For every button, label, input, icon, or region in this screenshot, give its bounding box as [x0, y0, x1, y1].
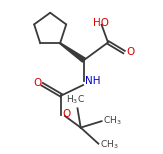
Text: O: O [126, 47, 134, 57]
Text: NH: NH [85, 76, 100, 86]
Text: O: O [63, 109, 71, 119]
Text: CH$_3$: CH$_3$ [103, 114, 121, 127]
Polygon shape [60, 43, 85, 62]
Text: HO: HO [93, 18, 109, 28]
Text: H$_3$C: H$_3$C [66, 94, 85, 106]
Text: CH$_3$: CH$_3$ [100, 138, 118, 151]
Text: O: O [33, 78, 42, 88]
